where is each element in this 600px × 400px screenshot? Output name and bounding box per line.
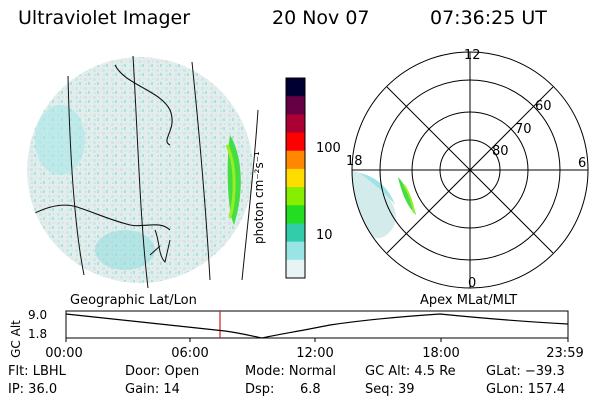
lat-label-80: 80: [492, 144, 509, 159]
colorbar-segment: [286, 132, 305, 152]
polar-grid: [351, 51, 589, 289]
colorbar-segment: [286, 150, 305, 170]
colorbar-tick-10: 10: [316, 228, 333, 243]
instrument-title: Ultraviolet Imager: [18, 7, 191, 29]
altitude-xtick-3: 18:00: [422, 346, 459, 361]
colorbar-segment: [286, 223, 305, 243]
info-dsp-label: Dsp:: [245, 382, 275, 397]
lat-label-60: 60: [535, 99, 552, 114]
altitude-trace: [65, 313, 569, 339]
colorbar-segment: [286, 259, 305, 279]
mlt-label-18: 18: [346, 154, 363, 169]
geo-emission-field: [27, 57, 253, 283]
info-gc-alt: GC Alt: 4.5 Re: [365, 364, 456, 379]
polar-aurora-band: [398, 177, 416, 215]
altitude-xtick-1: 06:00: [171, 346, 208, 361]
altitude-ytick-top: 9.0: [28, 308, 47, 322]
geo-meridians: [67, 55, 259, 289]
mlt-label-0: 0: [468, 276, 476, 291]
colorbar-tick-100: 100: [316, 141, 341, 156]
altitude-xtick-0: 00:00: [45, 346, 82, 361]
coastline: [114, 64, 173, 146]
altitude-xtick-2: 12:00: [296, 346, 333, 361]
mlt-label-6: 6: [578, 156, 586, 171]
colorbar-unit-label: photon cm⁻²s⁻¹: [252, 151, 266, 244]
altitude-ylabel: GC Alt: [9, 320, 23, 358]
colorbar-segment: [286, 96, 305, 115]
info-glon: GLon: 157.4: [486, 382, 566, 397]
altitude-xtick-4: 23:59: [546, 346, 583, 361]
info-ip: IP: 36.0: [8, 382, 58, 397]
info-mode: Mode: Normal: [245, 364, 336, 379]
observation-time: 07:36:25 UT: [430, 7, 547, 29]
colorbar-segment: [286, 241, 305, 261]
info-door: Door: Open: [125, 364, 200, 379]
info-flt: Flt: LBHL: [8, 364, 66, 379]
colorbar: [285, 77, 306, 279]
altitude-plot: GC Alt 9.0 1.8 00:00 06:00 12:00 18:00 2…: [9, 308, 584, 361]
colorbar-segment: [286, 114, 305, 134]
colorbar-segment: [286, 78, 305, 97]
geo-panel-label: Geographic Lat/Lon: [70, 293, 197, 308]
info-gain: Gain: 14: [125, 382, 180, 397]
altitude-frame: [65, 310, 569, 339]
polar-image: 12 18 6 0 60 70 80: [346, 48, 589, 291]
polar-panel-label: Apex MLat/MLT: [420, 293, 518, 308]
lat-label-70: 70: [515, 122, 532, 137]
observation-date: 20 Nov 07: [272, 7, 370, 29]
geographic-image: [27, 55, 259, 289]
info-dsp-value: 6.8: [300, 382, 321, 397]
info-glat: GLat: −39.3: [486, 364, 565, 379]
colorbar-segment: [286, 168, 305, 188]
mlt-label-12: 12: [464, 48, 481, 63]
colorbar-segment: [286, 205, 305, 224]
colorbar-segment: [286, 187, 305, 206]
info-seq: Seq: 39: [365, 382, 415, 397]
altitude-ytick-bottom: 1.8: [28, 327, 47, 341]
